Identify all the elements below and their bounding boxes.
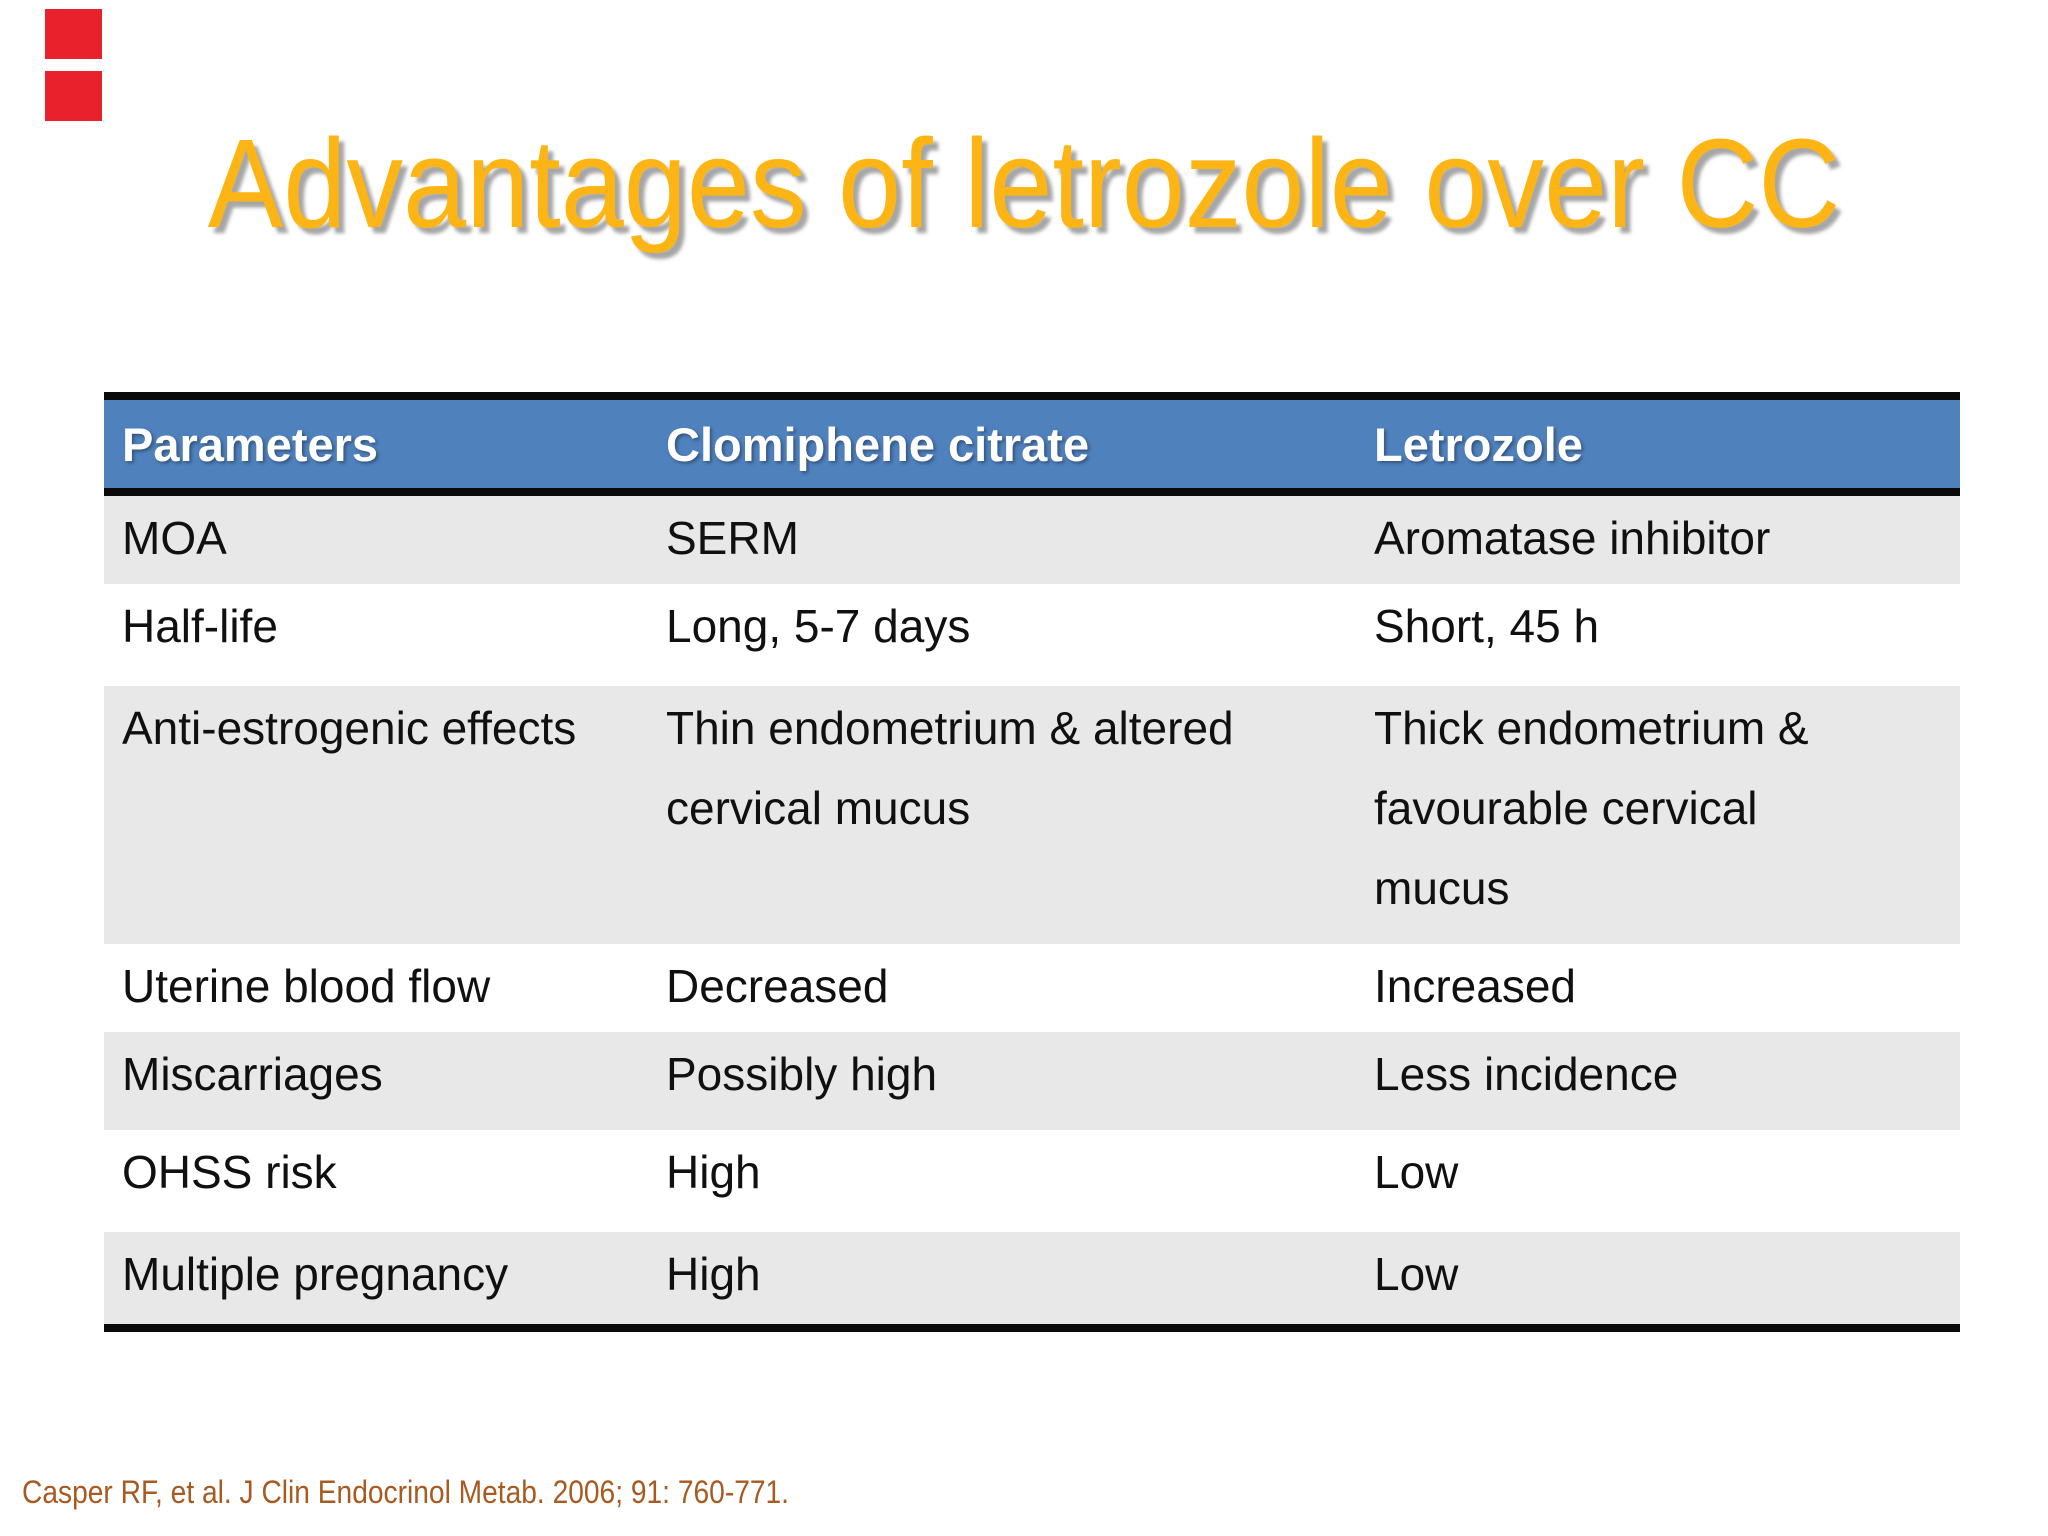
cell-clomiphene: Long, 5-7 days bbox=[666, 600, 971, 652]
cell-parameter: Miscarriages bbox=[122, 1048, 383, 1100]
cell-letrozole: Aromatase inhibitor bbox=[1374, 512, 1771, 564]
cell-clomiphene: Thin endometrium & altered cervical mucu… bbox=[666, 702, 1234, 834]
comparison-table: Parameters Clomiphene citrate Letrozole … bbox=[104, 392, 1960, 1332]
page-title-text: Advantages of letrozole over CC bbox=[207, 113, 1841, 254]
table-row-uterine-blood-flow: Uterine blood flow Decreased Increased bbox=[104, 944, 1960, 1032]
cell-letrozole: Low bbox=[1374, 1248, 1459, 1300]
column-header-parameters: Parameters bbox=[122, 417, 379, 471]
cell-letrozole: Increased bbox=[1374, 960, 1577, 1012]
page-title: Advantages of letrozole over CC bbox=[0, 112, 2048, 257]
cell-clomiphene: Decreased bbox=[666, 960, 889, 1012]
cell-parameter: Uterine blood flow bbox=[122, 960, 491, 1012]
red-accent-bar-top bbox=[45, 9, 102, 59]
cell-letrozole: Less incidence bbox=[1374, 1048, 1679, 1100]
cell-parameter: Anti-estrogenic effects bbox=[122, 702, 577, 754]
cell-letrozole: Short, 45 h bbox=[1374, 600, 1600, 652]
column-header-clomiphene-citrate: Clomiphene citrate bbox=[666, 417, 1090, 471]
red-accent-bar-bottom bbox=[45, 71, 102, 121]
cell-letrozole: Low bbox=[1374, 1146, 1459, 1198]
table-row-miscarriages: Miscarriages Possibly high Less incidenc… bbox=[104, 1032, 1960, 1130]
cell-parameter: Multiple pregnancy bbox=[122, 1248, 509, 1300]
table-row-anti-estrogenic-effects: Anti-estrogenic effects Thin endometrium… bbox=[104, 686, 1960, 944]
cell-parameter: OHSS risk bbox=[122, 1146, 337, 1198]
citation: Casper RF, et al. J Clin Endocrinol Meta… bbox=[22, 1474, 790, 1510]
table-row-multiple-pregnancy: Multiple pregnancy High Low bbox=[104, 1232, 1960, 1328]
table-row-moa: MOA SERM Aromatase inhibitor bbox=[104, 492, 1960, 584]
cell-clomiphene: High bbox=[666, 1146, 761, 1198]
cell-parameter: MOA bbox=[122, 512, 227, 564]
cell-clomiphene: SERM bbox=[666, 512, 799, 564]
cell-letrozole: Thick endometrium & favourable cervical … bbox=[1374, 702, 1809, 914]
cell-clomiphene: Possibly high bbox=[666, 1048, 938, 1100]
column-header-letrozole: Letrozole bbox=[1374, 417, 1583, 471]
table-header-row: Parameters Clomiphene citrate Letrozole bbox=[104, 396, 1960, 492]
table-row-ohss-risk: OHSS risk High Low bbox=[104, 1130, 1960, 1232]
table-row-half-life: Half-life Long, 5-7 days Short, 45 h bbox=[104, 584, 1960, 686]
cell-parameter: Half-life bbox=[122, 600, 278, 652]
cell-clomiphene: High bbox=[666, 1248, 761, 1300]
